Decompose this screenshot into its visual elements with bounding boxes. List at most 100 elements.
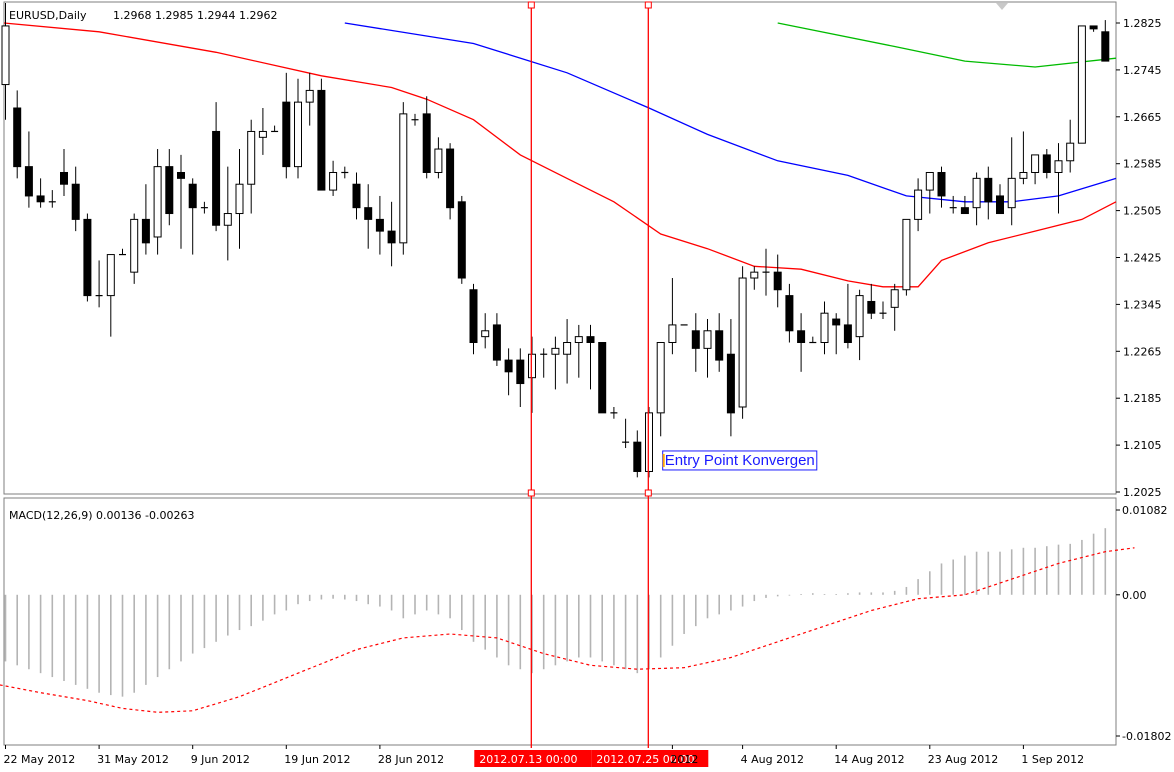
- candle-bear: [867, 300, 876, 314]
- candle-bull: [223, 213, 232, 226]
- candle-bear: [504, 359, 513, 373]
- candle-bull: [551, 347, 560, 355]
- time-tick-label: 14 Aug 2012: [834, 753, 904, 766]
- candle-bear: [843, 324, 852, 344]
- price-axis: 1.2825 1.2745 1.2665 1.2585 1.2505 1.2425 1.23…: [1116, 17, 1162, 499]
- candle-bull: [294, 101, 302, 168]
- macd-tick-label: 0.00: [1122, 589, 1147, 602]
- ohlc-readout: 1.2968 1.2985 1.2944 1.2962: [113, 9, 277, 22]
- time-tick-label: 4 Aug 2012: [741, 753, 804, 766]
- candle-bull: [820, 312, 829, 344]
- candle-bear: [177, 171, 185, 179]
- candle-bear: [422, 113, 431, 173]
- candle-bull: [656, 342, 665, 414]
- vertical-line-time-label: 2012.07.13 00:00: [479, 753, 577, 766]
- candle-bear: [1042, 154, 1051, 173]
- macd-histogram: [4, 528, 1107, 697]
- annotation-group[interactable]: Entry Point Konvergen: [662, 450, 818, 471]
- vertical-line-handle[interactable]: [527, 489, 535, 497]
- candle-bear: [691, 330, 700, 349]
- moving-averages: [3, 22, 1117, 288]
- candle-bear: [317, 89, 326, 191]
- candle-bull: [703, 330, 712, 349]
- candle-bull: [235, 183, 244, 215]
- candle-bull: [972, 177, 981, 209]
- candle-bull: [1007, 177, 1016, 209]
- candle-bear: [24, 166, 33, 197]
- price-tick-label: 1.2185: [1123, 392, 1162, 405]
- candle-bear: [633, 441, 642, 472]
- candle-bear: [83, 218, 92, 297]
- time-tick-label: 28 Jun 2012: [378, 753, 444, 766]
- candle-bull: [738, 277, 747, 408]
- candle-bull: [902, 218, 911, 291]
- vertical-line-handle[interactable]: [644, 489, 652, 497]
- candle-bear: [446, 148, 455, 209]
- candle-bear: [375, 218, 384, 232]
- candle-bear: [937, 171, 946, 197]
- candle-bear: [984, 177, 993, 203]
- candle-bear: [1089, 25, 1098, 30]
- macd-tick-label: -0.01802: [1122, 730, 1171, 743]
- moving-average-line: [344, 22, 1117, 203]
- price-tick-label: 1.2585: [1123, 158, 1162, 171]
- candle-bull: [563, 342, 572, 355]
- vertical-line-handle[interactable]: [527, 1, 535, 9]
- time-tick-label: 19 Jun 2012: [284, 753, 350, 766]
- candle-bull: [1054, 160, 1063, 173]
- candlestick-series: [1, 3, 1110, 478]
- candle-bull: [481, 330, 490, 338]
- candle-bull: [153, 166, 162, 238]
- time-tick-label: 1 Sep 2012: [1021, 753, 1084, 766]
- candle-bear: [492, 324, 501, 361]
- price-tick-label: 1.2825: [1123, 17, 1162, 30]
- price-tick-label: 1.2745: [1123, 64, 1162, 77]
- candle-bull: [574, 336, 583, 344]
- candle-bull: [528, 353, 536, 379]
- candle-bear: [387, 230, 396, 244]
- candle-bull: [1077, 25, 1086, 144]
- candle-bear: [797, 330, 806, 344]
- price-tick-label: 1.2345: [1123, 298, 1162, 311]
- candle-bull: [247, 130, 256, 185]
- price-tick-label: 1.2665: [1123, 111, 1162, 124]
- candle-bull: [1, 25, 10, 86]
- vertical-line-time-box: [474, 750, 592, 767]
- candle-bear: [996, 195, 1004, 215]
- chart-shift-marker[interactable]: [996, 3, 1008, 10]
- candle-bull: [750, 271, 759, 279]
- vertical-lines[interactable]: [527, 1, 652, 748]
- candle-bear: [960, 207, 969, 215]
- candle-bull: [1066, 142, 1075, 162]
- candle-bear: [36, 195, 45, 203]
- candle-bull: [925, 171, 934, 191]
- candle-bear: [832, 318, 841, 326]
- candle-bull: [668, 324, 677, 344]
- candle-bull: [130, 218, 139, 273]
- candle-bear: [188, 183, 197, 209]
- candle-bear: [141, 218, 150, 244]
- time-axis: 2012.07.13 00:00 2012.07.25 00:00 22 May 2…: [4, 745, 1084, 767]
- candle-bear: [282, 101, 291, 168]
- candle-bear: [715, 330, 724, 361]
- vertical-line-time-label: 2012.07.25 00:00: [596, 753, 694, 766]
- macd-label: MACD(12,26,9) 0.00136 -0.00263: [9, 509, 194, 522]
- candle-bear: [60, 171, 68, 185]
- time-tick-label: 9 Jun 2012: [191, 753, 250, 766]
- symbol-label: EURUSD,Daily: [9, 9, 87, 22]
- candle-bear: [586, 336, 595, 344]
- moving-average-line: [777, 22, 1117, 68]
- candle-bear: [212, 130, 221, 226]
- price-tick-label: 1.2265: [1123, 345, 1162, 358]
- candle-bull: [645, 412, 653, 472]
- candle-bear: [1101, 31, 1110, 62]
- candle-bear: [165, 166, 174, 215]
- vertical-line-time-box: [591, 750, 709, 767]
- entry-point-label[interactable]: Entry Point Konvergen: [665, 452, 815, 469]
- candle-bull: [399, 113, 408, 244]
- vertical-line-handle[interactable]: [644, 1, 652, 9]
- candle-bull: [914, 189, 923, 220]
- price-tick-label: 1.2505: [1123, 205, 1162, 218]
- candle-bull: [305, 89, 314, 103]
